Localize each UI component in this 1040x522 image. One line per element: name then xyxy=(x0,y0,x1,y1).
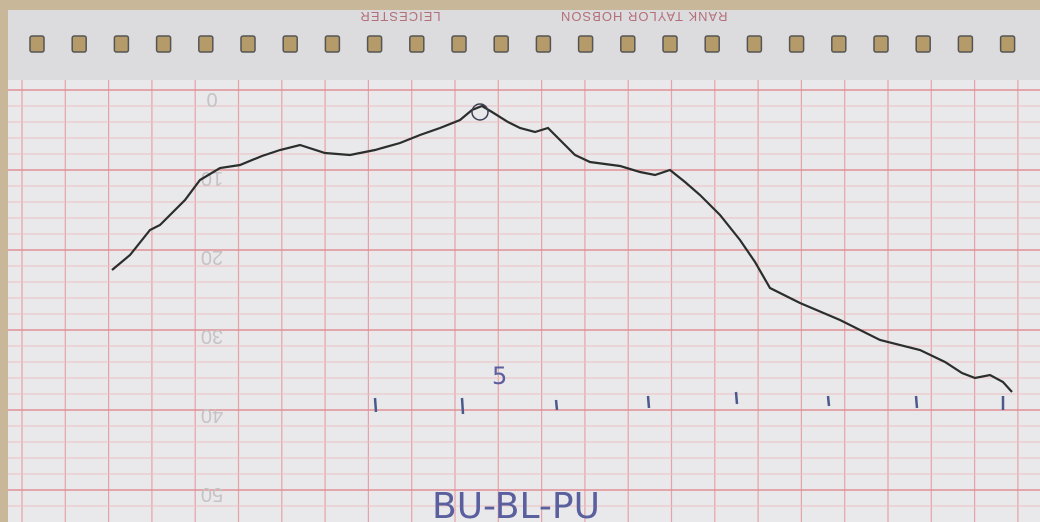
photo: RANK TAYLOR HOBSON LEICESTER 01020304050… xyxy=(0,0,1040,522)
hole xyxy=(579,36,593,52)
hole xyxy=(325,36,339,52)
scale-label: 30 xyxy=(201,325,223,347)
hole xyxy=(790,36,804,52)
scale-label: 50 xyxy=(201,483,223,505)
hole xyxy=(368,36,382,52)
hole xyxy=(832,36,846,52)
hole xyxy=(705,36,719,52)
hole xyxy=(452,36,466,52)
hole xyxy=(241,36,255,52)
hole xyxy=(72,36,86,52)
hole xyxy=(663,36,677,52)
hole xyxy=(747,36,761,52)
hole xyxy=(199,36,213,52)
hole xyxy=(958,36,972,52)
hole xyxy=(410,36,424,52)
scale-label-group: 50 xyxy=(201,483,223,505)
scale-label: 20 xyxy=(201,246,223,268)
scale-label-group: 20 xyxy=(201,246,223,268)
hole xyxy=(621,36,635,52)
scale-label-group: 0 xyxy=(206,88,217,110)
hole xyxy=(916,36,930,52)
hole xyxy=(114,36,128,52)
scale-label-group: 30 xyxy=(201,325,223,347)
hole xyxy=(874,36,888,52)
maker: RANK TAYLOR HOBSON xyxy=(560,9,728,24)
scale-label: 0 xyxy=(206,88,217,110)
hole xyxy=(157,36,171,52)
hole xyxy=(283,36,297,52)
scale-label: 40 xyxy=(201,404,223,426)
hole xyxy=(30,36,44,52)
hole xyxy=(1001,36,1015,52)
hand-mark: 5 xyxy=(492,362,507,390)
hole xyxy=(536,36,550,52)
caption: BU-BL-PU xyxy=(432,486,600,522)
place: LEICESTER xyxy=(359,9,440,24)
hole xyxy=(494,36,508,52)
scale-label-group: 40 xyxy=(201,404,223,426)
